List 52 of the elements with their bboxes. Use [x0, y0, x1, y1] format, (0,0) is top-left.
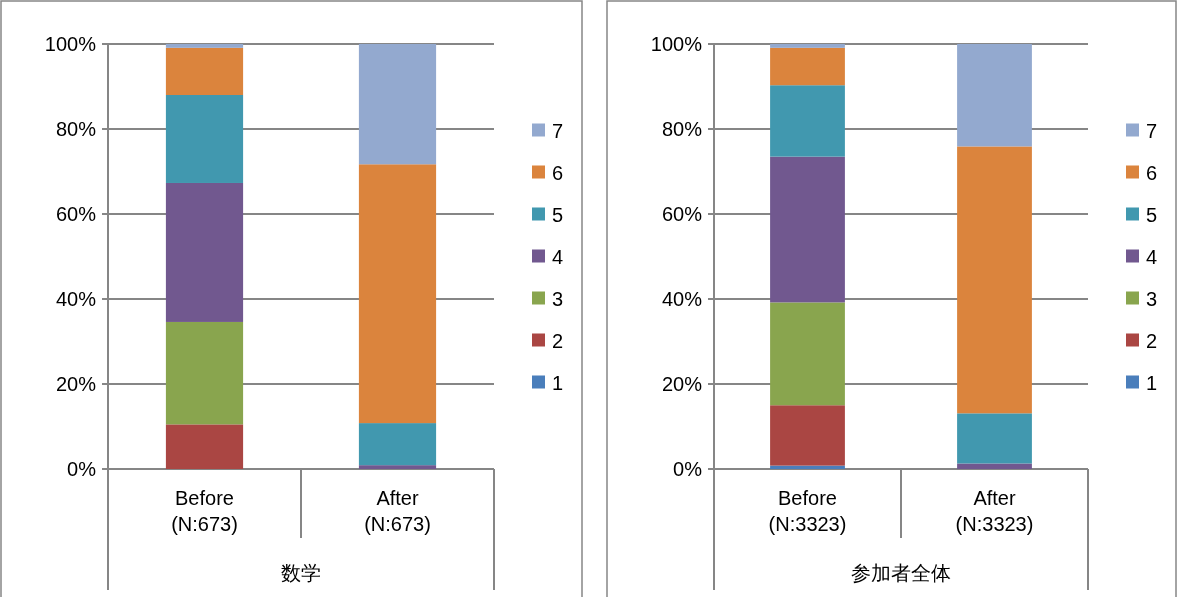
bar — [165, 321, 244, 425]
legend-label: 3 — [1146, 287, 1158, 310]
y-tick-label: 100% — [650, 33, 703, 55]
bar — [957, 146, 1032, 414]
legend-label: 7 — [552, 119, 564, 142]
bar — [165, 95, 244, 183]
y-tick-label: 80% — [661, 118, 703, 140]
bar — [957, 44, 1032, 147]
x-axis-title: 参加者全体 — [851, 561, 951, 585]
legend-label: 6 — [1146, 161, 1158, 184]
x-tick-label: Before (N:3323) — [768, 487, 847, 535]
legend-label: 2 — [552, 329, 564, 352]
bar — [770, 156, 845, 303]
bar — [770, 44, 845, 48]
bar — [358, 465, 437, 469]
y-tick-label: 80% — [55, 118, 97, 140]
y-tick-label: 100% — [44, 33, 97, 55]
y-tick-label: 40% — [661, 288, 703, 310]
bar — [165, 47, 244, 95]
y-tick-label: 0% — [673, 458, 703, 480]
bar — [957, 463, 1032, 469]
bar — [770, 302, 845, 406]
legend-label: 7 — [1146, 119, 1158, 142]
legend-label: 5 — [552, 203, 564, 226]
legend-label: 4 — [552, 245, 564, 268]
legend-label: 5 — [1146, 203, 1158, 226]
bar — [770, 405, 845, 466]
bar — [165, 44, 244, 48]
bar — [358, 423, 437, 466]
x-tick-label: After (N:3323) — [955, 487, 1034, 535]
bar — [165, 424, 244, 469]
y-tick-label: 60% — [55, 203, 97, 225]
x-tick-label: After (N:673) — [364, 487, 431, 535]
legend-label: 4 — [1146, 245, 1158, 268]
legend-label: 1 — [1146, 371, 1158, 394]
bar — [770, 47, 845, 86]
x-tick-label: Before (N:673) — [171, 487, 238, 535]
legend-label: 1 — [552, 371, 564, 394]
bar — [165, 182, 244, 322]
y-tick-label: 40% — [55, 288, 97, 310]
bar — [358, 44, 437, 165]
y-tick-label: 0% — [67, 458, 97, 480]
legend-label: 6 — [552, 161, 564, 184]
x-axis-title: 数学 — [281, 561, 321, 585]
bar — [770, 85, 845, 157]
bar — [957, 413, 1032, 464]
y-tick-label: 60% — [661, 203, 703, 225]
y-tick-label: 20% — [661, 373, 703, 395]
y-tick-label: 20% — [55, 373, 97, 395]
legend-label: 3 — [552, 287, 564, 310]
legend-label: 2 — [1146, 329, 1158, 352]
bar — [358, 164, 437, 424]
